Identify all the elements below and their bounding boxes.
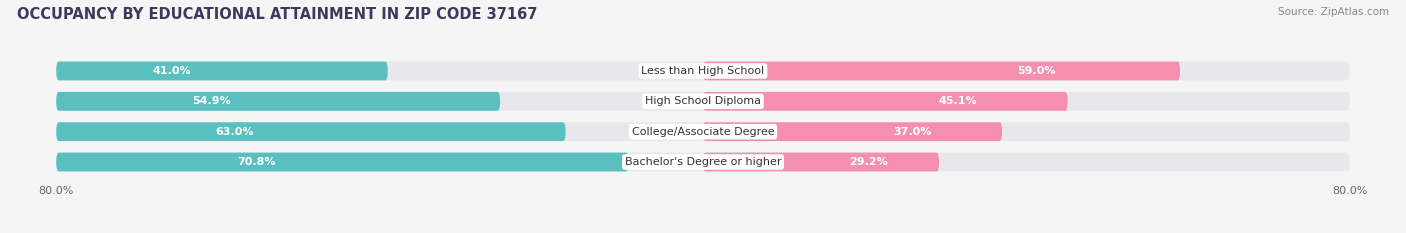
FancyBboxPatch shape bbox=[56, 122, 1350, 141]
Text: 45.1%: 45.1% bbox=[939, 96, 977, 106]
Text: 63.0%: 63.0% bbox=[215, 127, 253, 137]
Text: 70.8%: 70.8% bbox=[238, 157, 276, 167]
Text: OCCUPANCY BY EDUCATIONAL ATTAINMENT IN ZIP CODE 37167: OCCUPANCY BY EDUCATIONAL ATTAINMENT IN Z… bbox=[17, 7, 537, 22]
Text: Source: ZipAtlas.com: Source: ZipAtlas.com bbox=[1278, 7, 1389, 17]
FancyBboxPatch shape bbox=[703, 153, 939, 171]
Text: 29.2%: 29.2% bbox=[849, 157, 887, 167]
FancyBboxPatch shape bbox=[56, 92, 501, 111]
Text: 54.9%: 54.9% bbox=[193, 96, 231, 106]
Text: 41.0%: 41.0% bbox=[153, 66, 191, 76]
FancyBboxPatch shape bbox=[56, 62, 1350, 80]
Text: 59.0%: 59.0% bbox=[1018, 66, 1056, 76]
Text: Less than High School: Less than High School bbox=[641, 66, 765, 76]
FancyBboxPatch shape bbox=[56, 92, 1350, 111]
Legend: Owner-occupied, Renter-occupied: Owner-occupied, Renter-occupied bbox=[588, 229, 818, 233]
FancyBboxPatch shape bbox=[703, 122, 1002, 141]
Text: Bachelor's Degree or higher: Bachelor's Degree or higher bbox=[624, 157, 782, 167]
FancyBboxPatch shape bbox=[56, 153, 1350, 171]
Text: 37.0%: 37.0% bbox=[893, 127, 932, 137]
FancyBboxPatch shape bbox=[56, 122, 565, 141]
FancyBboxPatch shape bbox=[56, 153, 628, 171]
Text: High School Diploma: High School Diploma bbox=[645, 96, 761, 106]
FancyBboxPatch shape bbox=[56, 62, 388, 80]
FancyBboxPatch shape bbox=[703, 62, 1180, 80]
Text: College/Associate Degree: College/Associate Degree bbox=[631, 127, 775, 137]
FancyBboxPatch shape bbox=[703, 92, 1067, 111]
